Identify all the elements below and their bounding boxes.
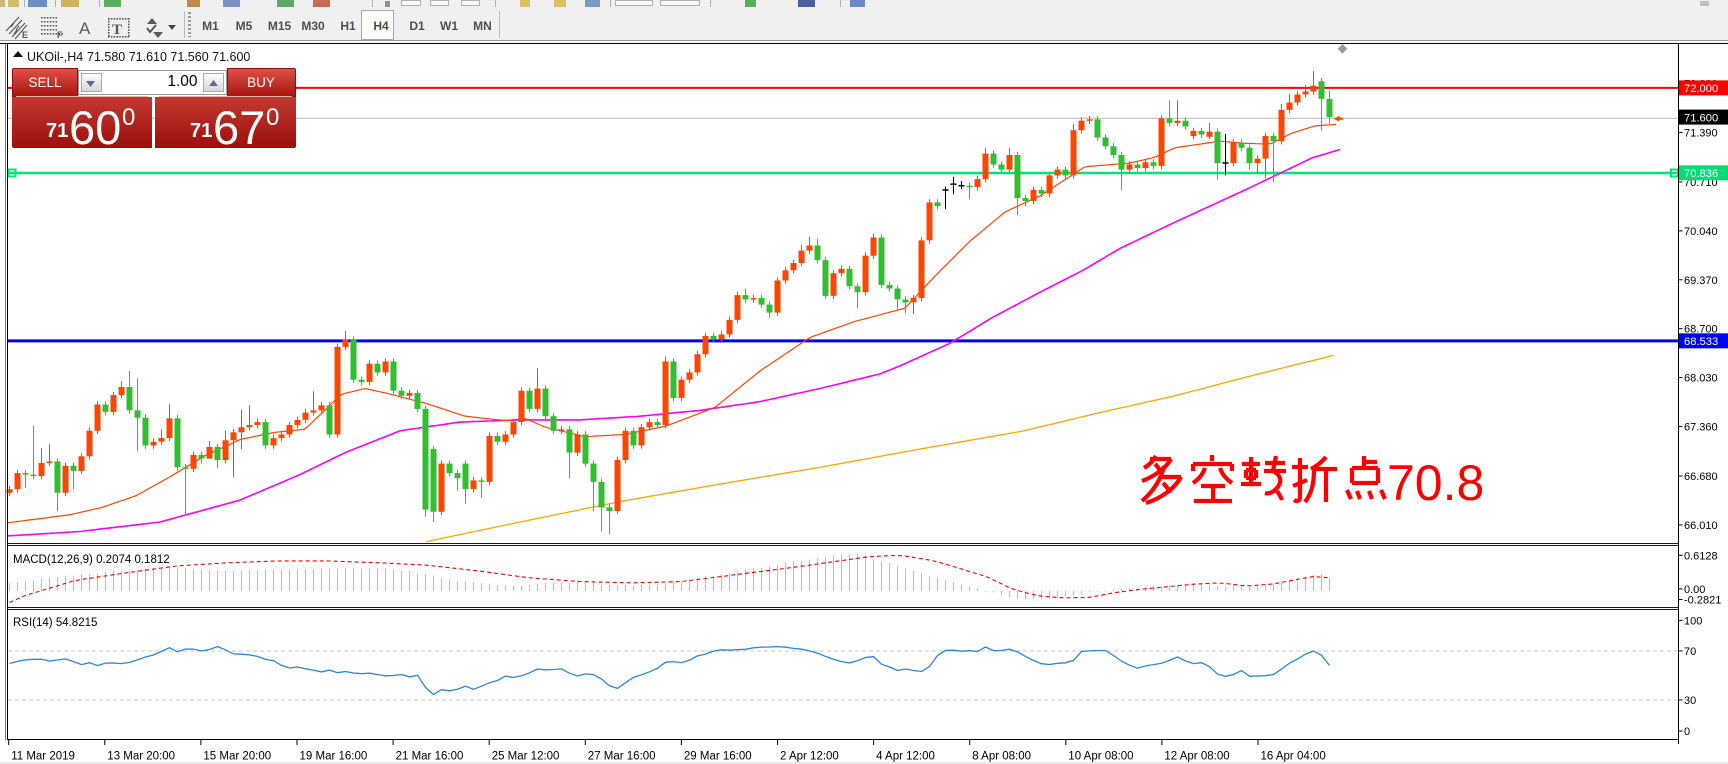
svg-text:0.6128: 0.6128 — [1684, 550, 1718, 562]
svg-text:12 Apr 08:00: 12 Apr 08:00 — [1164, 751, 1229, 763]
svg-text:30: 30 — [1684, 695, 1696, 707]
svg-text:T: T — [112, 22, 122, 38]
svg-text:13 Mar 20:00: 13 Mar 20:00 — [107, 751, 175, 763]
svg-text:16 Apr 04:00: 16 Apr 04:00 — [1261, 751, 1326, 763]
svg-text:70.040: 70.040 — [1684, 226, 1718, 238]
svg-text:MACD(12,26,9) 0.2074 0.1812: MACD(12,26,9) 0.2074 0.1812 — [13, 554, 170, 566]
svg-text:8 Apr 08:00: 8 Apr 08:00 — [972, 751, 1031, 763]
svg-text:A: A — [79, 19, 91, 38]
svg-text:E: E — [22, 30, 28, 40]
svg-text:72.000: 72.000 — [1684, 83, 1718, 95]
svg-text:67.360: 67.360 — [1684, 421, 1718, 433]
svg-text:70.836: 70.836 — [1684, 168, 1718, 180]
svg-text:71.390: 71.390 — [1684, 127, 1718, 139]
svg-text:0: 0 — [1684, 726, 1690, 738]
svg-text:71.600: 71.600 — [1684, 112, 1718, 124]
svg-text:4 Apr 12:00: 4 Apr 12:00 — [876, 751, 935, 763]
svg-text:11 Mar 2019: 11 Mar 2019 — [11, 751, 75, 763]
svg-text:68.533: 68.533 — [1684, 336, 1718, 348]
svg-text:15 Mar 20:00: 15 Mar 20:00 — [203, 751, 271, 763]
svg-text:70.8: 70.8 — [1387, 455, 1484, 511]
svg-text:0.00: 0.00 — [1684, 584, 1705, 596]
svg-text:66.010: 66.010 — [1684, 520, 1718, 532]
svg-text:25 Mar 12:00: 25 Mar 12:00 — [492, 751, 560, 763]
svg-text:-0.2821: -0.2821 — [1684, 595, 1721, 607]
svg-text:19 Mar 16:00: 19 Mar 16:00 — [300, 751, 368, 763]
svg-text:2 Apr 12:00: 2 Apr 12:00 — [780, 751, 839, 763]
svg-text:68.700: 68.700 — [1684, 324, 1718, 336]
svg-text:100: 100 — [1684, 615, 1702, 627]
svg-text:RSI(14) 54.8215: RSI(14) 54.8215 — [13, 617, 97, 629]
svg-text:27 Mar 16:00: 27 Mar 16:00 — [588, 751, 656, 763]
svg-text:66.680: 66.680 — [1684, 471, 1718, 483]
svg-text:UKOil-,H4: UKOil-,H4 — [27, 50, 83, 64]
svg-text:10 Apr 08:00: 10 Apr 08:00 — [1068, 751, 1133, 763]
svg-text:29 Mar 16:00: 29 Mar 16:00 — [684, 751, 752, 763]
svg-text:71.580 71.610 71.560 71.600: 71.580 71.610 71.560 71.600 — [87, 50, 250, 64]
svg-text:21 Mar 16:00: 21 Mar 16:00 — [396, 751, 464, 763]
svg-text:69.370: 69.370 — [1684, 275, 1718, 287]
svg-text:F: F — [57, 30, 63, 40]
svg-text:68.030: 68.030 — [1684, 373, 1718, 385]
svg-text:70: 70 — [1684, 646, 1696, 658]
